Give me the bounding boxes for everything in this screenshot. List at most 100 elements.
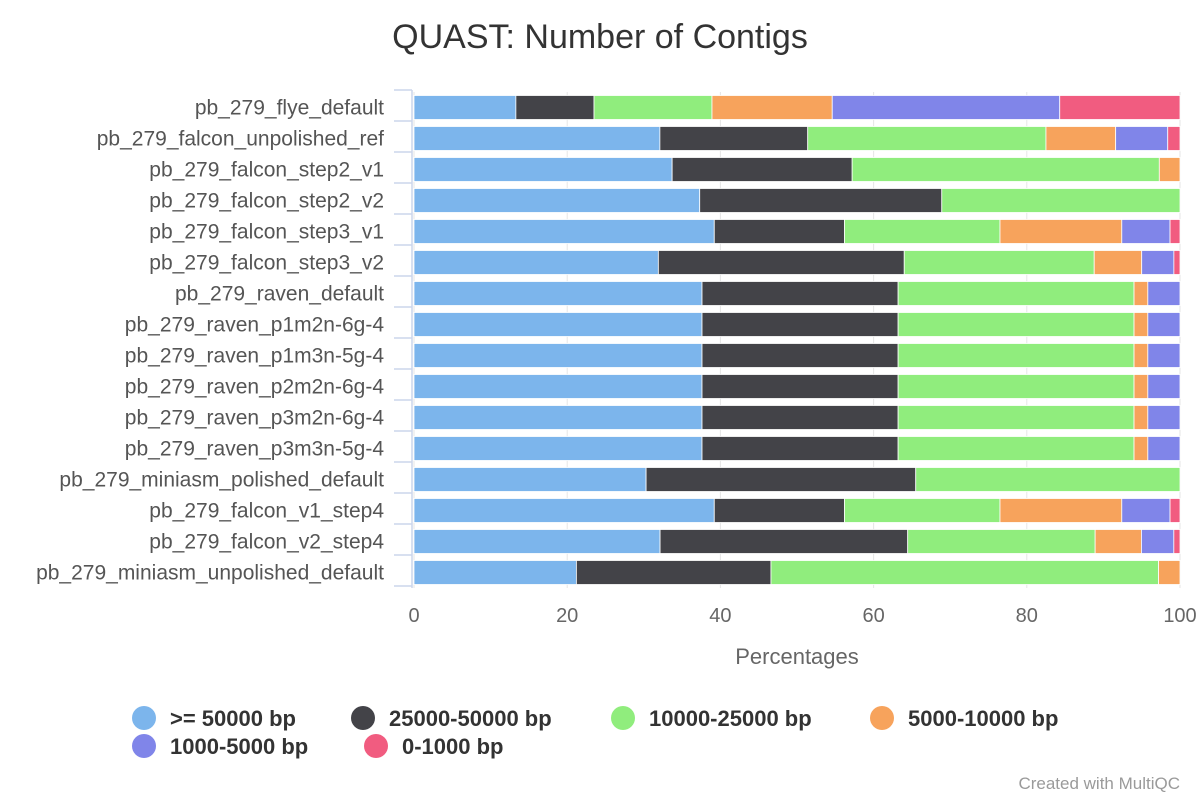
bar-segment[interactable] xyxy=(1133,312,1149,337)
legend-label[interactable]: 0-1000 bp xyxy=(402,734,504,759)
x-tick-label: 60 xyxy=(862,605,884,627)
bar-segment[interactable] xyxy=(659,529,909,554)
credit-text[interactable]: Created with MultiQC xyxy=(1018,774,1180,793)
bar-segment[interactable] xyxy=(699,188,943,213)
bar-segment[interactable] xyxy=(1169,219,1181,244)
bar-segment[interactable] xyxy=(413,374,703,399)
bar-segment[interactable] xyxy=(907,529,1096,554)
y-tick-label: pb_279_raven_p1m3n-5g-4 xyxy=(125,345,385,368)
bar-segment[interactable] xyxy=(1169,498,1181,523)
bar-segment[interactable] xyxy=(770,560,1159,585)
bar-segment[interactable] xyxy=(711,95,833,120)
legend-label[interactable]: 5000-10000 bp xyxy=(908,706,1058,731)
bar-segment[interactable] xyxy=(1059,95,1181,120)
legend-label[interactable]: 10000-25000 bp xyxy=(649,706,812,731)
bar-segment[interactable] xyxy=(1147,312,1181,337)
bar-segment[interactable] xyxy=(1147,343,1181,368)
bar-segment[interactable] xyxy=(1045,126,1117,151)
legend-marker[interactable] xyxy=(132,706,156,730)
bar-segment[interactable] xyxy=(1158,560,1181,585)
bar-segment[interactable] xyxy=(701,281,899,306)
bar-segment[interactable] xyxy=(575,560,772,585)
bar-segment[interactable] xyxy=(915,467,1181,492)
bar-segment[interactable] xyxy=(413,343,703,368)
legend-marker[interactable] xyxy=(351,706,375,730)
bar-segment[interactable] xyxy=(1147,436,1181,461)
legend-marker[interactable] xyxy=(364,734,388,758)
bar-segment[interactable] xyxy=(659,126,809,151)
bar-segment[interactable] xyxy=(413,188,701,213)
bar-segment[interactable] xyxy=(844,219,1001,244)
legend-marker[interactable] xyxy=(870,706,894,730)
bar-segment[interactable] xyxy=(413,157,673,182)
bar-segment[interactable] xyxy=(713,498,845,523)
x-tick-label: 100 xyxy=(1163,605,1196,627)
bar-segment[interactable] xyxy=(1173,529,1181,554)
bar-segment[interactable] xyxy=(1133,436,1149,461)
legend-label[interactable]: 25000-50000 bp xyxy=(389,706,552,731)
bar-segment[interactable] xyxy=(851,157,1160,182)
legend-marker[interactable] xyxy=(132,734,156,758)
legend-marker[interactable] xyxy=(611,706,635,730)
bar-segment[interactable] xyxy=(593,95,713,120)
bar-segment[interactable] xyxy=(1167,126,1181,151)
y-tick-label: pb_279_miniasm_unpolished_default xyxy=(36,562,384,585)
bar-segment[interactable] xyxy=(897,312,1135,337)
bar-segment[interactable] xyxy=(999,498,1123,523)
bar-segment[interactable] xyxy=(897,436,1135,461)
bar-segment[interactable] xyxy=(413,436,703,461)
bar-segment[interactable] xyxy=(701,436,899,461)
bar-segment[interactable] xyxy=(897,343,1135,368)
bar-segment[interactable] xyxy=(413,529,661,554)
bar-segment[interactable] xyxy=(657,250,905,275)
bar-segment[interactable] xyxy=(807,126,1047,151)
bar-segment[interactable] xyxy=(413,312,703,337)
bar-segment[interactable] xyxy=(1147,405,1181,430)
bar-segment[interactable] xyxy=(413,250,659,275)
bar-segment[interactable] xyxy=(413,405,703,430)
bar-segment[interactable] xyxy=(1158,157,1181,182)
bar-segment[interactable] xyxy=(413,560,577,585)
bar-segment[interactable] xyxy=(897,405,1135,430)
bar-segment[interactable] xyxy=(831,95,1061,120)
bar-segment[interactable] xyxy=(1147,374,1181,399)
bar-segment[interactable] xyxy=(1133,405,1149,430)
bar-segment[interactable] xyxy=(413,219,715,244)
bar-segment[interactable] xyxy=(701,405,899,430)
bar-segment[interactable] xyxy=(1093,250,1143,275)
bar-segment[interactable] xyxy=(1147,281,1181,306)
bar-segment[interactable] xyxy=(713,219,845,244)
bar-segment[interactable] xyxy=(515,95,595,120)
bar-segment[interactable] xyxy=(941,188,1181,213)
y-tick-label: pb_279_raven_default xyxy=(175,283,384,306)
bar-segment[interactable] xyxy=(701,374,899,399)
bar-segment[interactable] xyxy=(701,312,899,337)
bar-segment[interactable] xyxy=(1133,343,1149,368)
bar-segment[interactable] xyxy=(903,250,1095,275)
bar-segment[interactable] xyxy=(645,467,917,492)
bar-segment[interactable] xyxy=(1121,498,1171,523)
bar-segment[interactable] xyxy=(1133,374,1149,399)
bar-segment[interactable] xyxy=(1115,126,1169,151)
bar-segment[interactable] xyxy=(897,281,1135,306)
bar-segment[interactable] xyxy=(1141,250,1175,275)
bar-segment[interactable] xyxy=(999,219,1123,244)
bar-segment[interactable] xyxy=(844,498,1001,523)
bar-segment[interactable] xyxy=(897,374,1135,399)
bar-segment[interactable] xyxy=(413,498,715,523)
bar-segment[interactable] xyxy=(1173,250,1181,275)
bar-segment[interactable] xyxy=(413,95,517,120)
bar-segment[interactable] xyxy=(1141,529,1175,554)
legend-label[interactable]: 1000-5000 bp xyxy=(170,734,308,759)
bar-segment[interactable] xyxy=(701,343,899,368)
bar-segment[interactable] xyxy=(1133,281,1149,306)
legend[interactable]: >= 50000 bp 25000-50000 bp 10000-25000 bp 5… xyxy=(132,706,1058,759)
bar-segment[interactable] xyxy=(1094,529,1142,554)
bar-segment[interactable] xyxy=(413,467,647,492)
bar-segment[interactable] xyxy=(413,126,661,151)
y-tick-label: pb_279_raven_p2m2n-6g-4 xyxy=(125,376,385,399)
legend-label[interactable]: >= 50000 bp xyxy=(170,706,296,731)
bar-segment[interactable] xyxy=(413,281,703,306)
bar-segment[interactable] xyxy=(671,157,853,182)
bar-segment[interactable] xyxy=(1121,219,1171,244)
